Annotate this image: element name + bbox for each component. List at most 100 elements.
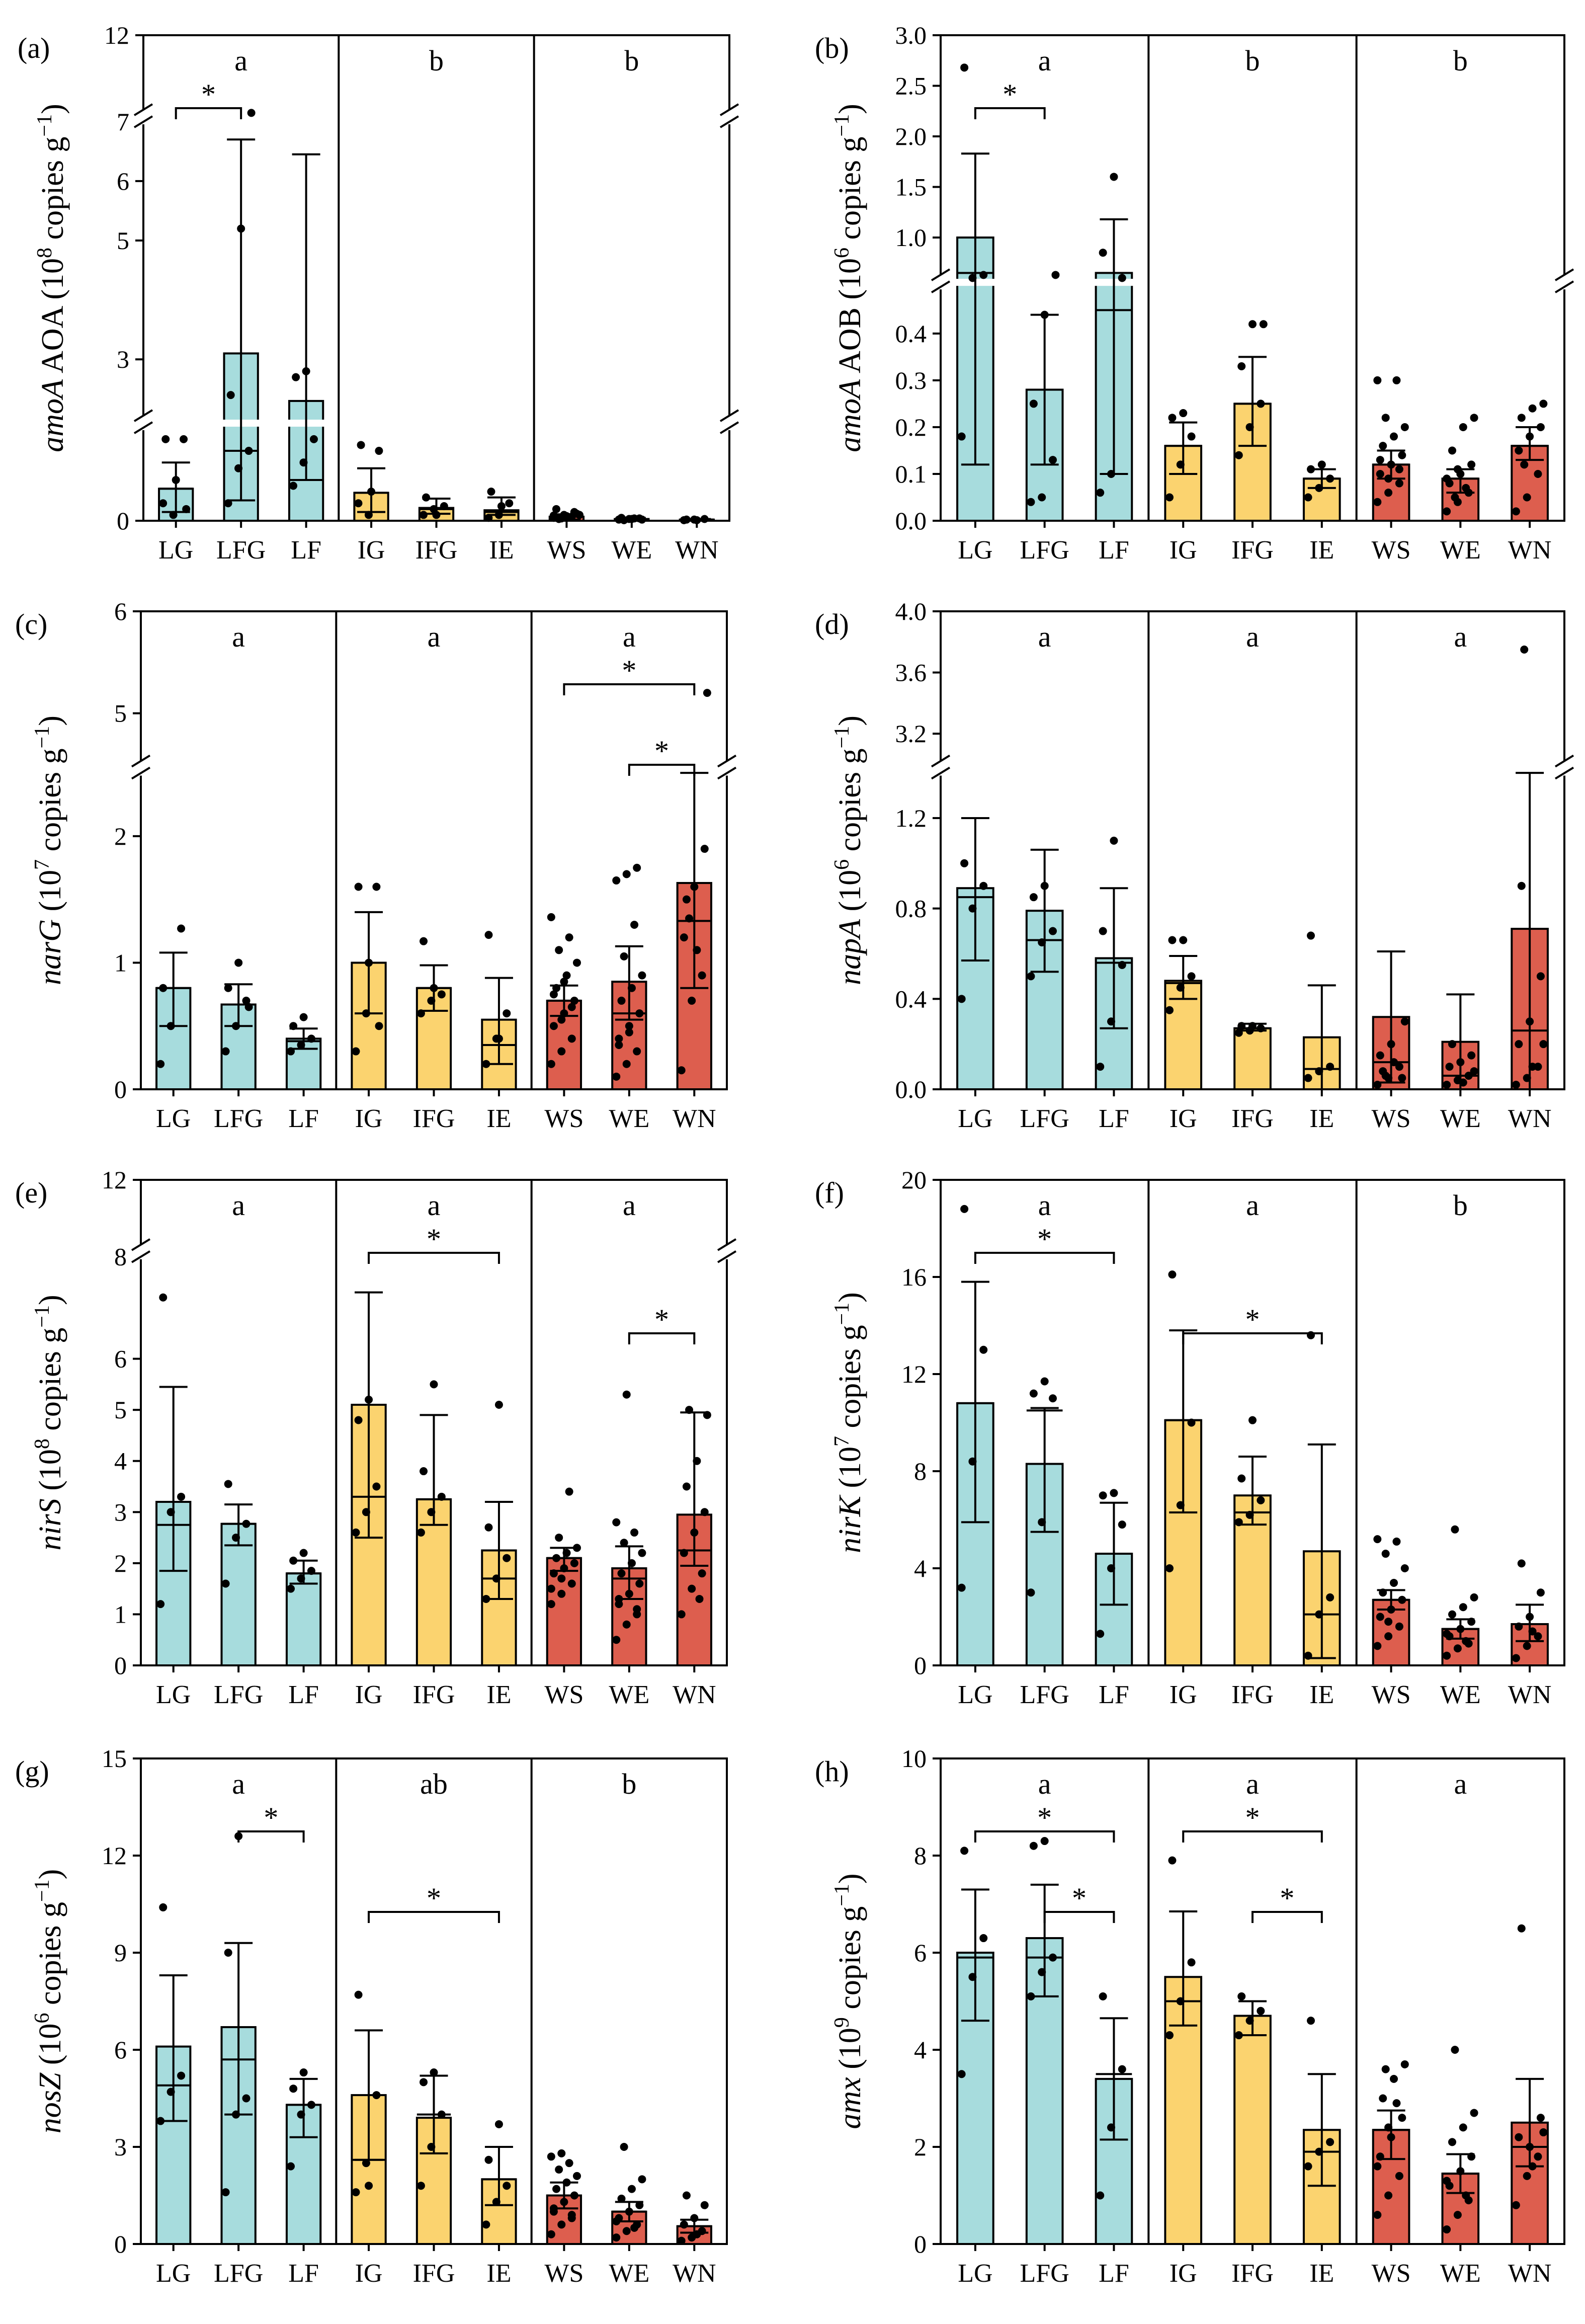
data-point: [247, 109, 256, 117]
y-title-unit-exp: −1: [31, 726, 54, 749]
data-point: [1373, 1642, 1382, 1650]
y-tick-label: 0: [914, 2230, 927, 2258]
data-point: [1107, 1564, 1115, 1572]
group-letter: b: [622, 1768, 636, 1800]
data-point: [299, 1013, 308, 1021]
data-point: [161, 435, 170, 443]
y-tick-label: 2: [114, 1549, 127, 1577]
data-point: [299, 2068, 308, 2077]
y-title-unit: copies g: [833, 1325, 867, 1436]
data-point: [1512, 2201, 1520, 2209]
y-tick-label: 6: [114, 2036, 127, 2064]
data-point: [372, 1482, 381, 1491]
data-point: [638, 1549, 646, 1557]
data-point: [630, 920, 639, 929]
data-point: [1176, 983, 1185, 992]
group-letter: a: [1246, 1189, 1259, 1222]
data-point: [633, 1605, 641, 1614]
x-tick-label: IFG: [413, 1104, 455, 1133]
data-point: [242, 2094, 251, 2103]
data-point: [302, 367, 310, 375]
data-point: [698, 971, 706, 980]
data-point: [1523, 493, 1531, 502]
x-tick-label: LG: [156, 1104, 191, 1133]
data-point: [357, 441, 365, 449]
y-tick-label: 1.2: [895, 804, 927, 832]
data-point: [299, 458, 308, 467]
data-point: [1526, 2143, 1534, 2151]
data-point: [547, 2230, 555, 2238]
data-point: [1234, 1518, 1243, 1527]
y-tick-label: 12: [104, 21, 129, 49]
data-point: [432, 511, 441, 519]
y-title-unit: copies g: [833, 748, 867, 859]
data-point: [159, 499, 168, 508]
axis-break-mark: [931, 754, 951, 768]
x-tick-label: WS: [544, 2259, 583, 2288]
data-point: [1040, 1837, 1049, 1846]
axis-break-mark: [1554, 268, 1574, 281]
data-point: [416, 2182, 425, 2190]
data-point: [612, 2233, 621, 2242]
data-point: [484, 931, 493, 939]
data-point: [1456, 1058, 1465, 1067]
data-point: [492, 1574, 500, 1583]
data-point: [1248, 320, 1257, 329]
significance-star: *: [1245, 1801, 1260, 1834]
data-point: [1381, 1550, 1390, 1558]
data-point: [682, 2191, 691, 2200]
data-point: [1470, 414, 1478, 422]
data-point: [362, 2159, 370, 2168]
data-point: [547, 1584, 555, 1593]
data-point: [372, 2091, 381, 2100]
data-point: [1027, 972, 1035, 981]
data-point: [287, 1047, 295, 1056]
x-tick-label: LG: [958, 2259, 992, 2288]
y-title-unit: copies g: [36, 137, 70, 248]
data-point: [1248, 1416, 1257, 1424]
data-point: [567, 1579, 576, 1588]
x-tick-label: LFG: [214, 2259, 263, 2288]
data-point: [503, 1554, 511, 1562]
data-point: [622, 1390, 631, 1399]
data-point: [617, 1569, 626, 1578]
data-point: [682, 1482, 691, 1491]
data-point: [1259, 320, 1268, 329]
data-point: [703, 1411, 711, 1419]
data-point: [1168, 936, 1177, 944]
panel-label: (b): [815, 32, 849, 64]
group-letter: b: [429, 44, 444, 77]
chart-panel-a: 0 3 5 6 7 12 LG LFG LF IG IFG IE WS WE WN a b b * (a) amoA A…: [18, 21, 739, 565]
data-point: [1459, 1078, 1467, 1087]
data-point: [957, 432, 966, 441]
data-point: [1245, 2017, 1254, 2025]
y-title-close: ): [833, 1873, 867, 1884]
x-tick-label: WS: [1372, 536, 1411, 565]
data-point: [562, 971, 571, 980]
data-point: [422, 493, 431, 502]
data-point: [1448, 1040, 1456, 1049]
x-tick-label: WN: [1508, 536, 1552, 565]
data-point: [1536, 972, 1545, 981]
data-point: [688, 996, 696, 1005]
group-letter: b: [624, 44, 639, 77]
axis-break-mark: [719, 115, 739, 128]
data-point: [547, 1060, 555, 1068]
data-point: [690, 1528, 699, 1537]
group-letter: b: [1453, 44, 1468, 77]
data-point: [224, 984, 232, 992]
y-tick-label: 2.5: [895, 72, 927, 100]
data-point: [1453, 2211, 1462, 2219]
y-tick-label: 1: [114, 1600, 127, 1628]
data-point: [221, 2188, 230, 2197]
data-point: [630, 514, 638, 523]
data-point: [292, 373, 300, 381]
x-tick-label: IFG: [415, 536, 458, 565]
y-tick-label: 6: [114, 1345, 127, 1373]
data-point: [1400, 2060, 1409, 2068]
data-point: [552, 984, 561, 992]
y-axis-title: nirS (108 copies g−1): [31, 1295, 67, 1550]
axis-break-mark: [931, 280, 951, 293]
data-point: [242, 996, 251, 1005]
